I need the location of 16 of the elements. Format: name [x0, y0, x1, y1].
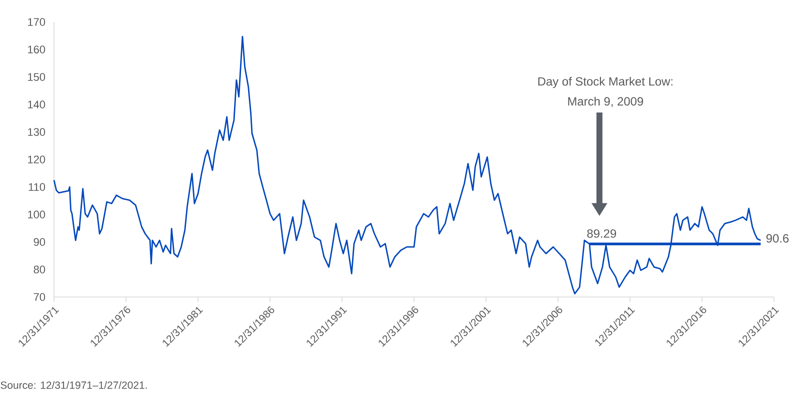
- y-tick-label: 160: [28, 46, 46, 54]
- y-tick-label: 70: [34, 293, 46, 301]
- y-tick-label: 120: [28, 156, 46, 164]
- annotation: March 9, 2009: [568, 96, 644, 107]
- y-tick-label: 100: [28, 210, 46, 218]
- source-note: Source: 12/31/1971–1/27/2021.: [0, 381, 147, 389]
- y-tick-label: 90: [34, 238, 46, 246]
- y-tick-label: 130: [28, 128, 46, 136]
- y-tick-label: 140: [28, 100, 46, 108]
- annotation: 90.6: [766, 234, 789, 243]
- y-tick-label: 110: [28, 183, 46, 191]
- y-tick-label: 150: [28, 73, 46, 81]
- y-tick-label: 170: [28, 18, 46, 26]
- annotation: Day of Stock Market Low:: [538, 76, 672, 88]
- y-tick-label: 80: [34, 266, 46, 274]
- annotation: 89.29: [587, 229, 616, 238]
